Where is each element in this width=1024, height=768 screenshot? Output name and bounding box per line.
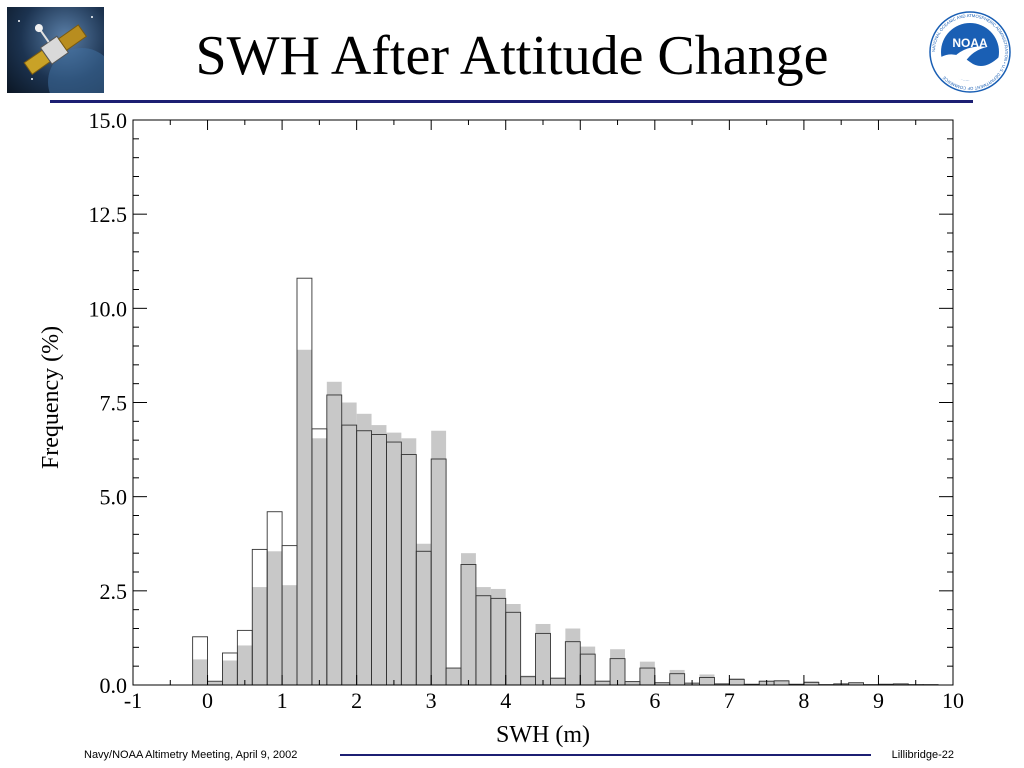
x-tick-label: 5	[575, 688, 586, 713]
gray-bar	[401, 438, 417, 685]
gray-bar	[192, 659, 208, 685]
y-axis-label: Frequency (%)	[38, 326, 64, 469]
gray-bar	[207, 681, 223, 685]
x-tick-label: 7	[724, 688, 735, 713]
gray-bar	[520, 675, 536, 685]
page-title: SWH After Attitude Change	[195, 25, 829, 87]
seagull-icon	[951, 46, 987, 62]
gray-bar	[356, 413, 372, 685]
gray-bar	[535, 623, 551, 685]
satellite-logo	[7, 7, 104, 93]
gray-bar	[386, 432, 402, 685]
gray-bar	[729, 678, 745, 685]
gray-bar	[595, 680, 611, 685]
gray-bar	[654, 682, 670, 685]
footer-divider	[340, 754, 871, 756]
gray-bar	[580, 646, 596, 685]
y-tick-label: 2.5	[100, 579, 128, 604]
footer-meeting: Navy/NOAA Altimetry Meeting, April 9, 20…	[84, 749, 298, 761]
x-tick-label: -1	[124, 688, 142, 713]
gray-bar	[669, 669, 685, 685]
gray-bar	[311, 438, 327, 685]
x-tick-label: 6	[649, 688, 660, 713]
y-tick-label: 5.0	[100, 485, 128, 510]
gray-bar	[252, 587, 268, 685]
y-tick-label: 7.5	[100, 391, 128, 416]
gray-bar	[446, 668, 461, 685]
x-tick-label: 0	[202, 688, 213, 713]
noaa-logo: NOAA NATIONAL OCEANIC AND ATMOSPHERIC AD…	[925, 10, 1015, 94]
x-axis-label: SWH (m)	[496, 722, 590, 748]
y-tick-label: 0.0	[100, 673, 128, 698]
gray-bar	[297, 349, 312, 685]
x-tick-label: 8	[798, 688, 809, 713]
y-tick-label: 15.0	[89, 108, 128, 133]
gray-bar	[699, 674, 715, 685]
x-tick-label: 10	[942, 688, 964, 713]
noaa-text: NOAA	[952, 36, 988, 50]
gray-bar	[371, 425, 387, 685]
gray-bar	[803, 681, 819, 685]
title-divider	[50, 100, 973, 103]
gray-bar	[431, 430, 447, 685]
x-tick-label: 9	[873, 688, 884, 713]
gray-bar	[461, 553, 476, 685]
gray-bar	[565, 628, 581, 685]
y-tick-label: 10.0	[89, 296, 128, 321]
footer-slide-id: Lillibridge-22	[891, 749, 954, 761]
gray-bar	[416, 543, 432, 685]
gray-bar	[550, 677, 566, 685]
gray-bar	[848, 682, 864, 685]
gray-bar	[625, 681, 640, 685]
gray-bar	[610, 649, 625, 685]
gray-bar	[341, 402, 357, 685]
gray-bar	[639, 661, 655, 685]
gray-bar	[267, 551, 283, 685]
gray-bar	[326, 381, 342, 685]
x-tick-label: 2	[351, 688, 362, 713]
gray-bar	[282, 585, 297, 685]
x-tick-label: 4	[500, 688, 511, 713]
gray-bar	[222, 660, 238, 685]
gray-bar	[505, 604, 521, 685]
gray-bar	[237, 645, 253, 685]
gray-bar	[490, 588, 506, 685]
gray-bar	[774, 680, 789, 685]
satellite-icon	[18, 16, 104, 93]
x-tick-label: 3	[426, 688, 437, 713]
gray-bar	[475, 587, 491, 685]
x-tick-label: 1	[277, 688, 288, 713]
y-tick-label: 12.5	[89, 202, 128, 227]
